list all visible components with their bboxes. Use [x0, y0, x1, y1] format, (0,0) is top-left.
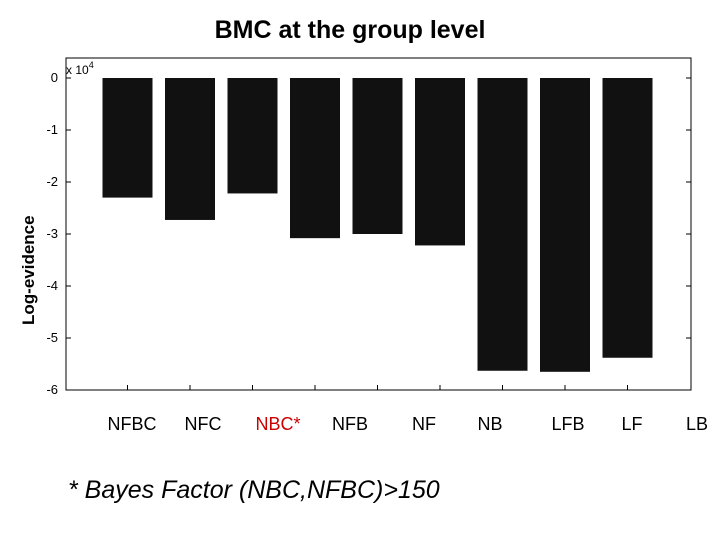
y-tick-label: -2: [46, 174, 58, 189]
chart-title: BMC at the group level: [214, 16, 486, 44]
x-tick-label: NF: [412, 414, 436, 434]
scale-exponent: 4: [89, 60, 94, 70]
x-tick-label: LF: [621, 414, 642, 434]
x-tick-label: NFC: [185, 414, 222, 434]
y-tick-label: -3: [46, 226, 58, 241]
x-tick-label: NBC*: [255, 414, 300, 434]
x-axis-labels: NFBC NFC NBC* NFB NF NB LFB LF LB: [108, 414, 709, 434]
y-tick-label: -6: [46, 382, 58, 397]
bar-nf: [352, 78, 403, 234]
bar-lfb: [477, 78, 528, 371]
y-tick-label: -1: [46, 122, 58, 137]
bar-nb: [415, 78, 465, 246]
x-tick-label: NB: [477, 414, 502, 434]
y-axis-ticks: 0 -1 -2 -3 -4 -5 -6: [46, 70, 691, 397]
bar-nfbc: [102, 78, 153, 198]
bars: [102, 78, 653, 390]
bar-lf: [540, 78, 590, 372]
x-tick-label: NFB: [332, 414, 368, 434]
x-tick-label: LB: [686, 414, 708, 434]
bar-nfc: [165, 78, 215, 220]
bar-lb: [602, 78, 653, 358]
y-tick-label: 0: [51, 70, 58, 85]
bar-nfb: [290, 78, 340, 239]
y-tick-label: -4: [46, 278, 58, 293]
bar-nbc: [227, 78, 278, 194]
scale-base: x 10: [66, 63, 89, 77]
x-tick-label: NFBC: [108, 414, 157, 434]
axis-scale-factor: x 104: [66, 60, 94, 77]
x-tick-label: LFB: [551, 414, 584, 434]
footnote: * Bayes Factor (NBC,NFBC)>150: [68, 476, 440, 504]
y-tick-label: -5: [46, 330, 58, 345]
